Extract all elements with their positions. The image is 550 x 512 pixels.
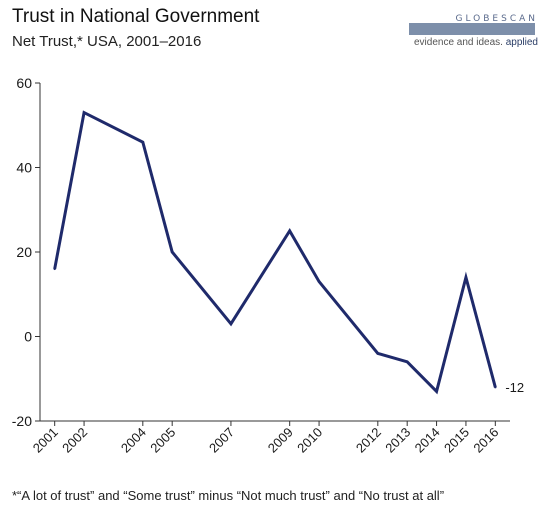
chart-subtitle: Net Trust,* USA, 2001–2016	[12, 33, 202, 50]
chart-title: Trust in National Government	[12, 6, 260, 27]
data-point	[288, 229, 291, 233]
logo-tagline: evidence and ideas. applied	[414, 37, 538, 48]
x-tick-label: 2001	[30, 425, 61, 456]
data-point	[317, 280, 321, 283]
logo-tagline-emphasis: applied	[505, 37, 538, 48]
data-point	[229, 322, 233, 326]
x-tick-label: 2016	[470, 425, 501, 456]
data-point	[82, 111, 86, 114]
y-tick-label: 20	[16, 244, 32, 260]
data-point	[53, 267, 56, 271]
data-point	[141, 140, 145, 144]
x-tick-label: 2002	[59, 425, 90, 456]
data-label: -12	[505, 380, 524, 395]
x-tick-label: 2015	[441, 425, 472, 456]
x-tick-label: 2009	[265, 425, 296, 456]
data-point	[170, 250, 174, 254]
data-point	[464, 276, 468, 279]
data-point	[435, 390, 438, 393]
x-tick-label: 2014	[412, 425, 443, 456]
y-tick-label: -20	[12, 413, 32, 429]
logo-tagline-prefix: evidence and ideas.	[413, 37, 503, 48]
x-tick-label: 2004	[118, 425, 149, 456]
globescan-logo: GLOBESCAN evidence and ideas. applied	[407, 8, 542, 52]
y-tick-label: 40	[16, 160, 32, 176]
data-point	[494, 386, 497, 389]
x-tick-label: 2005	[147, 425, 178, 456]
series-line	[53, 110, 497, 395]
data-point	[405, 360, 409, 364]
data-point	[376, 352, 380, 355]
x-tick-label: 2012	[353, 425, 384, 456]
footnote: *“A lot of trust” and “Some trust” minus…	[12, 488, 445, 503]
x-tick-label: 2007	[206, 425, 237, 456]
logo-bar	[409, 23, 535, 35]
x-tick-label: 2010	[294, 425, 325, 456]
y-tick-label: 60	[16, 75, 32, 91]
logo-wordmark: GLOBESCAN	[455, 14, 538, 24]
x-tick-label: 2013	[382, 425, 413, 456]
y-tick-label: 0	[24, 329, 32, 345]
